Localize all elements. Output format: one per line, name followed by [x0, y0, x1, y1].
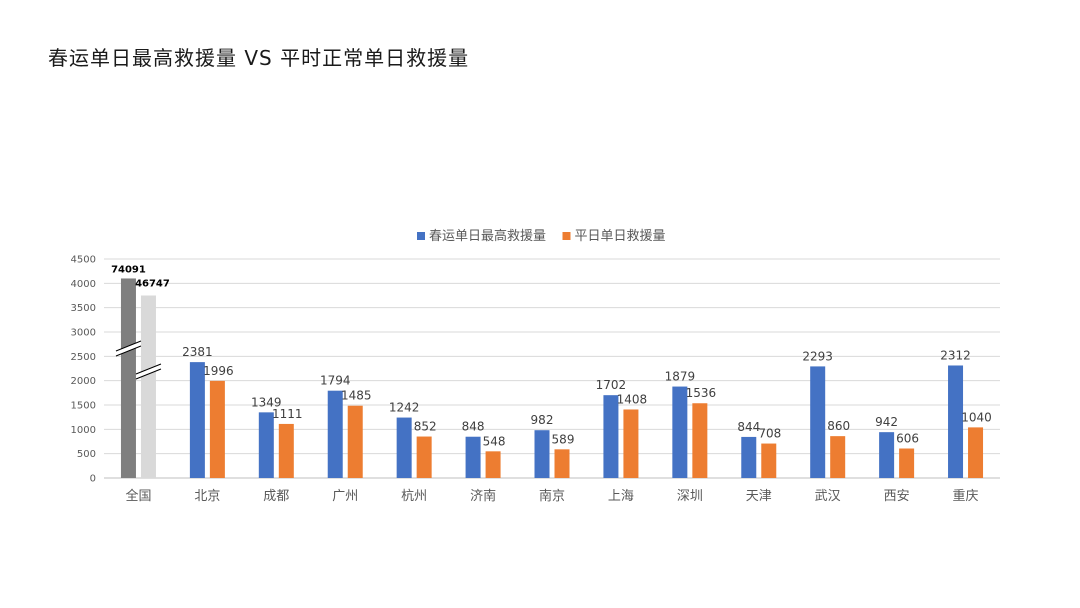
data-label: 848 [462, 420, 485, 434]
bar-normal [623, 409, 639, 478]
y-tick-label: 2000 [71, 376, 96, 387]
page-title: 春运单日最高救援量 VS 平时正常单日救援量 [48, 46, 470, 70]
data-label: 548 [483, 434, 506, 448]
bar-peak [741, 436, 757, 478]
data-label: 46747 [135, 279, 170, 290]
bar-normal [899, 448, 915, 478]
bar-normal [278, 423, 294, 478]
data-label: 1485 [341, 389, 372, 403]
x-category-label: 广州 [332, 489, 358, 504]
y-axis-ticks: 0 500 1000 1500 2000 2500 3000 3500 4000 4500 [71, 255, 96, 485]
bar-national-peak [120, 278, 136, 478]
data-label: 589 [552, 432, 575, 446]
break-line [135, 368, 162, 380]
x-category-label: 成都 [263, 489, 289, 504]
data-label: 1536 [686, 386, 717, 400]
bar-normal [968, 427, 984, 478]
data-label: 74091 [111, 264, 146, 275]
legend-label: 春运单日最高救援量 [429, 228, 546, 244]
data-label: 844 [737, 420, 760, 434]
legend-swatch [562, 232, 571, 240]
data-label: 708 [758, 427, 781, 441]
break-gap [136, 364, 160, 379]
y-tick-label: 2500 [71, 352, 96, 363]
break-line [115, 345, 142, 357]
data-label: 2312 [940, 348, 971, 362]
chart-bars [120, 278, 984, 478]
data-label: 2381 [182, 345, 213, 359]
bar-normal [692, 403, 708, 478]
data-label: 1111 [272, 407, 303, 421]
x-category-label: 上海 [608, 489, 634, 504]
data-label: 1408 [617, 392, 648, 406]
data-label: 1349 [251, 395, 282, 409]
bar-normal [761, 443, 777, 478]
axis-break-marks [115, 340, 162, 380]
break-line [135, 363, 162, 375]
break-gap [116, 341, 140, 356]
legend-label: 平日单日救援量 [575, 228, 666, 244]
data-label: 982 [531, 413, 554, 427]
chart-gridlines [104, 258, 1000, 479]
data-label: 1794 [320, 374, 351, 388]
bar-peak [465, 436, 481, 478]
x-category-label: 杭州 [401, 489, 427, 504]
x-category-label: 重庆 [953, 488, 979, 504]
break-line [115, 340, 142, 352]
bar-peak [189, 362, 205, 478]
y-tick-label: 4500 [71, 255, 96, 266]
bar-peak [603, 395, 619, 478]
data-label: 2293 [802, 349, 833, 363]
bar-normal [485, 451, 501, 478]
chart-legend: 春运单日最高救援量 平日单日救援量 [417, 228, 666, 244]
x-category-label: 武汉 [815, 489, 841, 504]
bar-peak [327, 390, 343, 478]
data-label: 860 [827, 419, 850, 433]
y-tick-label: 0 [90, 474, 96, 485]
bar-normal [209, 380, 225, 478]
bar-peak [672, 386, 688, 478]
bar-normal [554, 449, 570, 478]
bar-peak [258, 412, 274, 478]
bar-national-normal [140, 295, 156, 478]
bar-normal [347, 405, 363, 478]
bar-peak [534, 430, 550, 478]
x-category-label: 南京 [539, 488, 565, 504]
x-category-label: 济南 [470, 488, 496, 504]
y-tick-label: 4000 [71, 279, 96, 290]
x-category-label: 西安 [884, 489, 910, 504]
y-tick-label: 3000 [71, 328, 96, 339]
x-category-label: 全国 [125, 488, 151, 504]
bar-peak [810, 366, 826, 478]
x-category-label: 北京 [194, 489, 220, 504]
data-label: 606 [896, 432, 919, 446]
y-tick-label: 3500 [71, 303, 96, 314]
data-label: 1242 [389, 401, 420, 415]
bar-normal [416, 436, 432, 478]
data-label: 1702 [596, 378, 627, 392]
x-category-label: 深圳 [677, 489, 703, 504]
bar-normal [830, 436, 846, 478]
data-label: 1040 [961, 410, 992, 424]
x-category-label: 天津 [746, 489, 772, 504]
data-label: 852 [414, 420, 437, 434]
y-tick-label: 500 [77, 449, 96, 460]
data-label: 1996 [203, 364, 234, 378]
x-axis-categories: 全国 北京 成都 广州 杭州 济南 南京 上海 深圳 天津 武汉 西安 重庆 [125, 488, 978, 504]
bar-peak [396, 417, 412, 478]
bar-peak [948, 365, 964, 478]
data-label: 942 [875, 415, 898, 429]
y-tick-label: 1000 [71, 425, 96, 436]
legend-swatch [417, 232, 425, 240]
data-label: 1879 [665, 370, 696, 384]
y-tick-label: 1500 [71, 401, 96, 412]
bar-peak [879, 432, 895, 478]
